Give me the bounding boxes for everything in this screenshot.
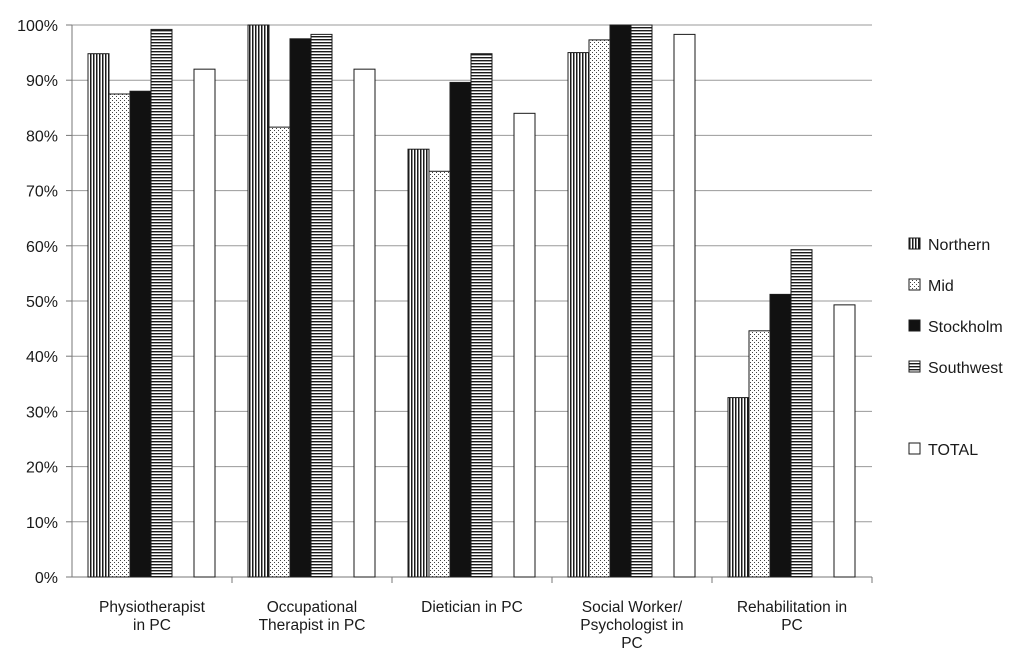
legend-label-stockholm: Stockholm bbox=[928, 319, 1003, 336]
bar-northern-3 bbox=[567, 52, 590, 578]
bar-mid-0 bbox=[108, 93, 131, 578]
y-tick-label: 70% bbox=[26, 184, 58, 201]
legend-label-mid: Mid bbox=[928, 278, 954, 295]
legend-label-total: TOTAL bbox=[928, 442, 978, 459]
bar-stockholm-3 bbox=[609, 24, 632, 578]
y-tick-label: 100% bbox=[17, 18, 58, 35]
legend: Northern Mid Stockholm Southwest TOTAL bbox=[908, 237, 1003, 459]
bar-southwest-4 bbox=[790, 249, 813, 578]
bar-total-2 bbox=[513, 112, 536, 578]
y-tick-label: 10% bbox=[26, 515, 58, 532]
bar-northern-0 bbox=[87, 53, 110, 578]
category-label: Social Worker/ bbox=[582, 599, 683, 616]
y-tick-label: 50% bbox=[26, 294, 58, 311]
bar-northern-1 bbox=[247, 24, 270, 578]
bar-southwest-2 bbox=[470, 53, 493, 578]
bar-mid-3 bbox=[588, 39, 611, 578]
y-tick-label: 20% bbox=[26, 460, 58, 477]
bar-mid-4 bbox=[748, 330, 771, 578]
y-tick-label: 80% bbox=[26, 128, 58, 145]
bar-total-1 bbox=[353, 68, 376, 578]
category-label: Dietician in PC bbox=[421, 599, 523, 616]
bar-total-4 bbox=[833, 304, 856, 578]
category-label: in PC bbox=[133, 617, 171, 634]
category-label: PC bbox=[621, 635, 643, 652]
y-tick-label: 40% bbox=[26, 349, 58, 366]
bar-total-0 bbox=[193, 68, 216, 578]
y-tick-label: 60% bbox=[26, 239, 58, 256]
bar-stockholm-1 bbox=[289, 38, 312, 578]
bar-southwest-3 bbox=[630, 24, 653, 578]
bar-southwest-0 bbox=[150, 28, 173, 578]
category-label: Therapist in PC bbox=[259, 617, 366, 634]
category-label: Occupational bbox=[267, 599, 357, 616]
legend-swatch-southwest bbox=[908, 360, 921, 373]
legend-label-northern: Northern bbox=[928, 237, 990, 254]
legend-label-southwest: Southwest bbox=[928, 360, 1003, 377]
bar-northern-2 bbox=[407, 148, 430, 578]
legend-swatch-mid bbox=[908, 278, 921, 291]
y-tick-label: 90% bbox=[26, 73, 58, 90]
legend-swatch-northern bbox=[908, 237, 921, 250]
bar-mid-1 bbox=[268, 126, 291, 578]
bar-stockholm-2 bbox=[449, 81, 472, 578]
bar-northern-4 bbox=[727, 397, 750, 578]
y-tick-label: 30% bbox=[26, 404, 58, 421]
y-tick-label: 0% bbox=[35, 570, 58, 587]
bar-mid-2 bbox=[428, 170, 451, 578]
y-tick-labels: 0% 10% 20% 30% 40% 50% 60% 70% 80% 90% 100% bbox=[17, 18, 58, 587]
legend-swatch-total bbox=[908, 442, 921, 455]
bars bbox=[87, 24, 856, 578]
bar-stockholm-0 bbox=[129, 90, 152, 578]
category-label: PC bbox=[781, 617, 803, 634]
bar-southwest-1 bbox=[310, 33, 333, 578]
bar-stockholm-4 bbox=[769, 293, 792, 578]
legend-swatch-stockholm bbox=[908, 319, 921, 332]
category-label: Physiotherapist bbox=[99, 599, 206, 616]
category-label: Psychologist in bbox=[580, 617, 683, 634]
category-label: Rehabilitation in bbox=[737, 599, 847, 616]
bar-total-3 bbox=[673, 33, 696, 578]
